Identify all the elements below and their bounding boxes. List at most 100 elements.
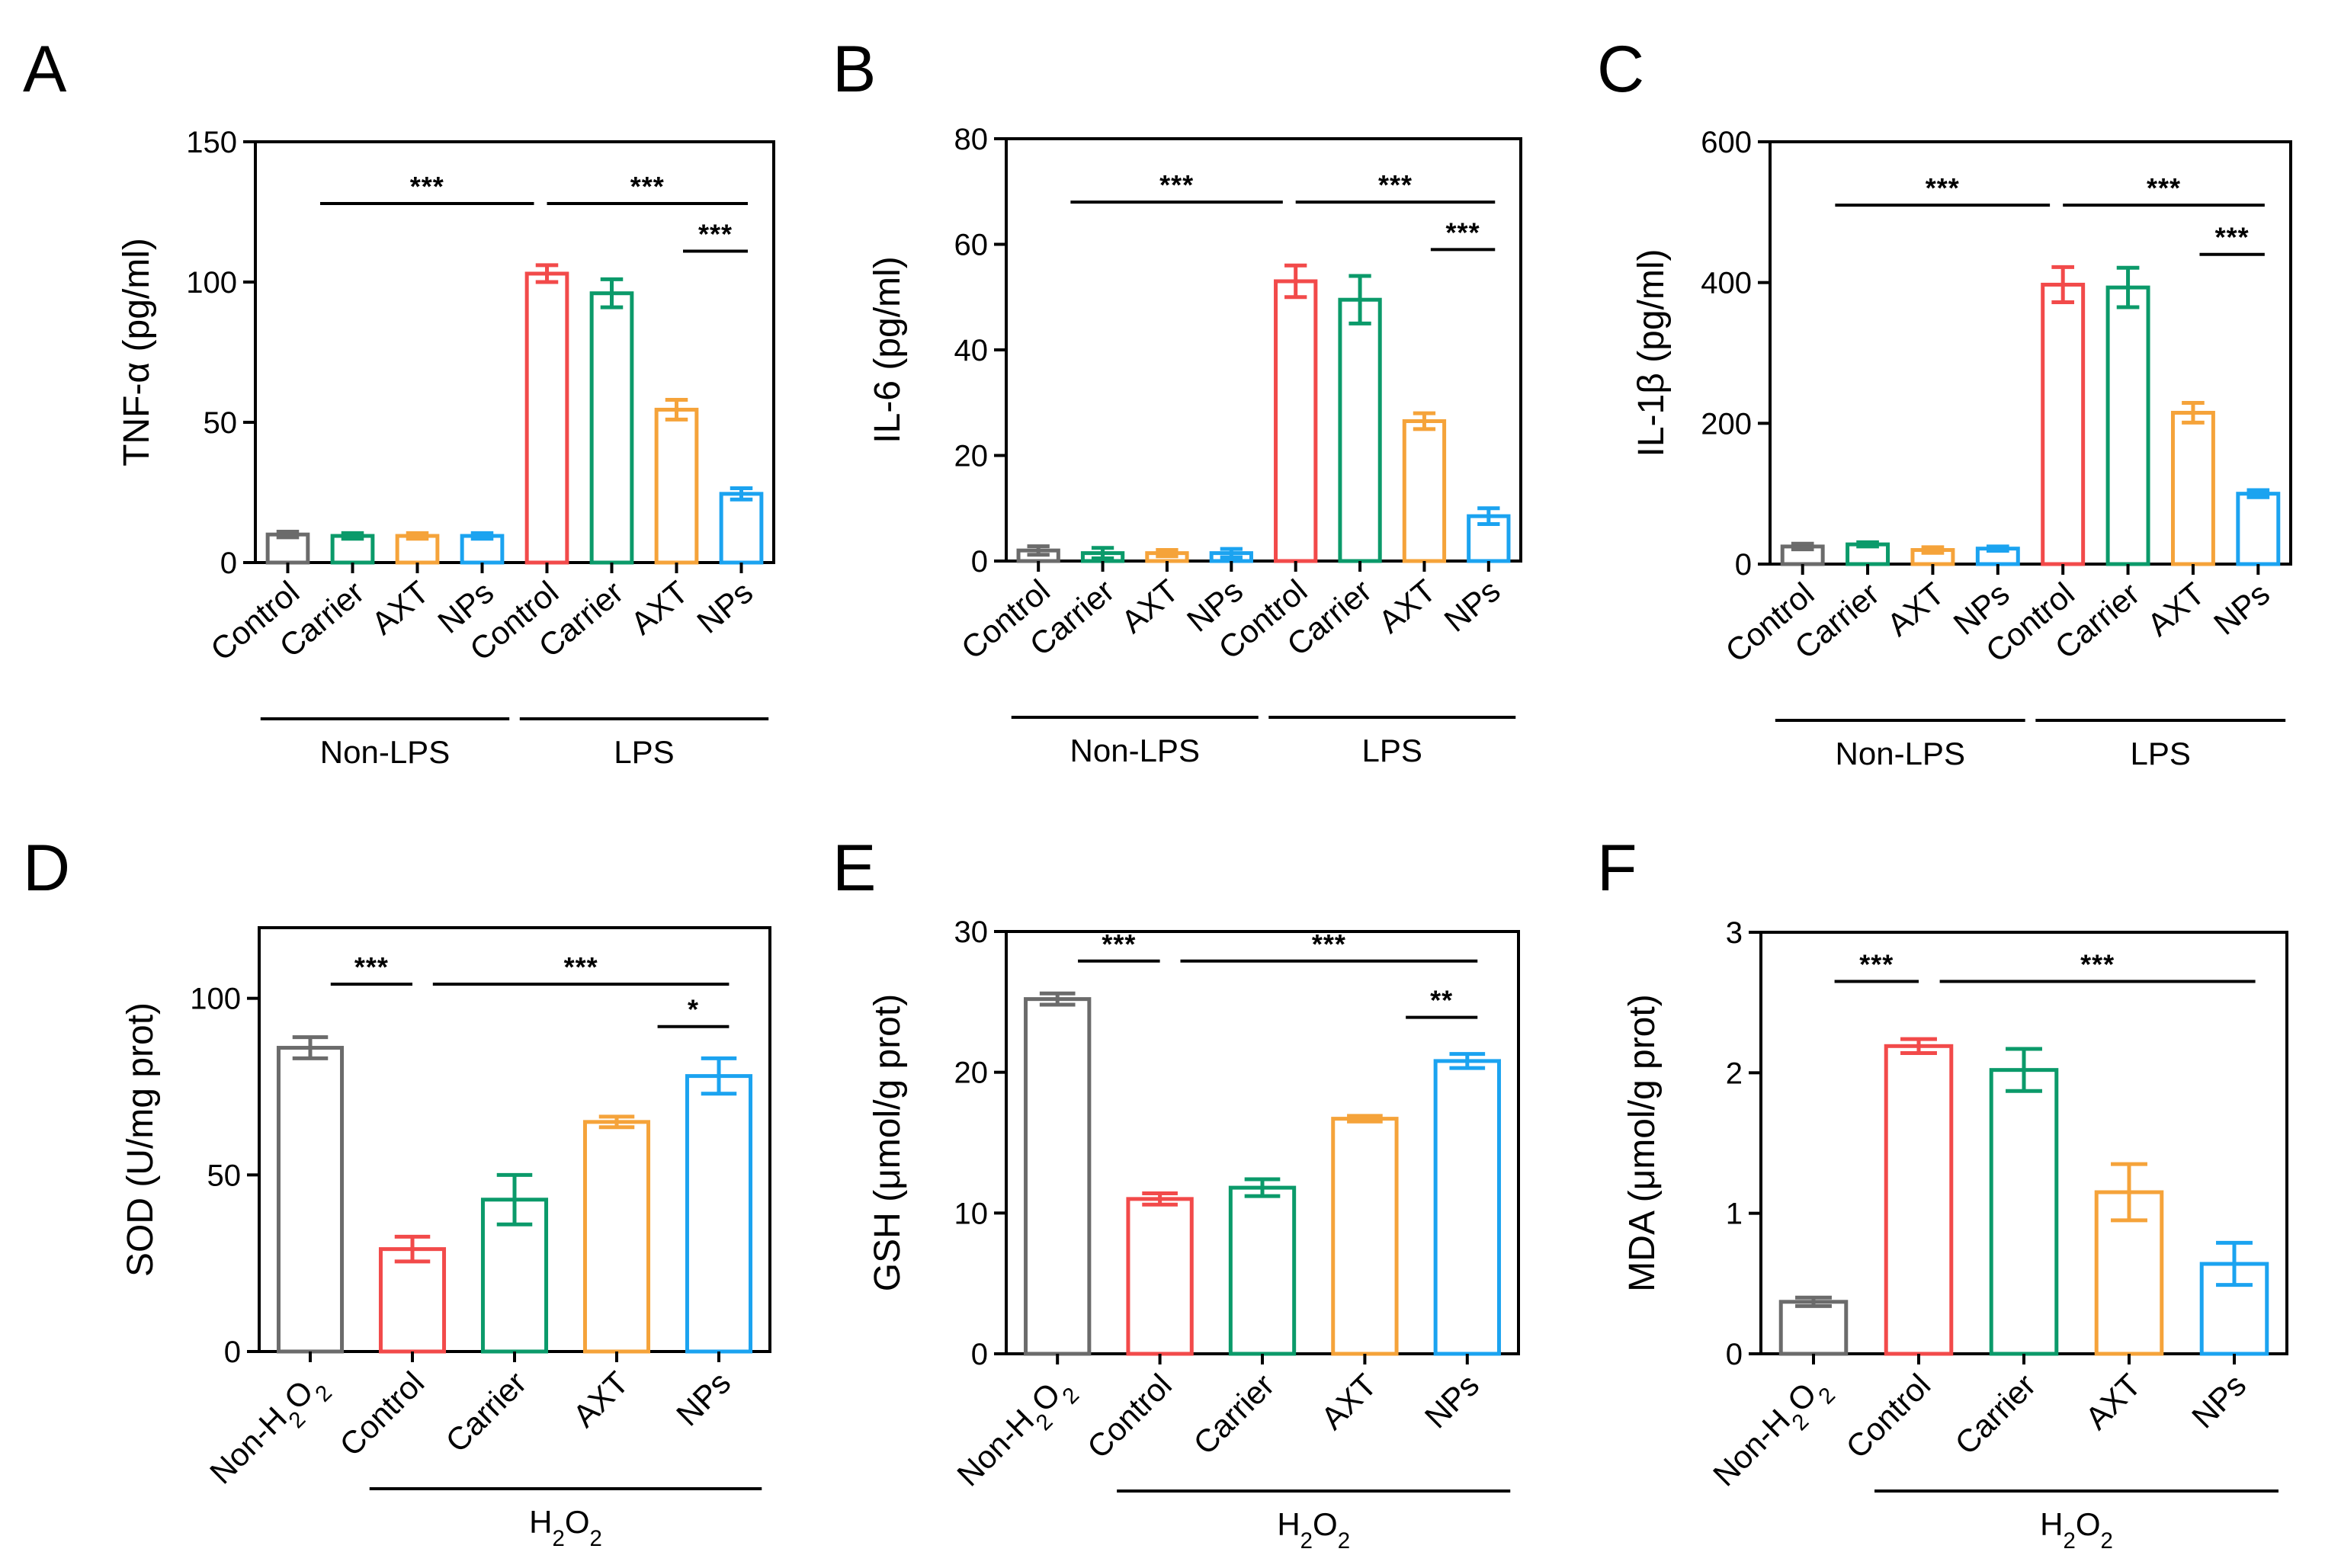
bar: [1228, 1185, 1297, 1356]
y-tick-label: 0: [971, 1338, 988, 1371]
bar: [2170, 410, 2215, 566]
group-label: H2O2: [2040, 1506, 2113, 1554]
x-tick-label: AXT: [2141, 576, 2211, 643]
x-tick-label: AXT: [1880, 576, 1951, 643]
y-axis-label: MDA (μmol/g prot): [1622, 994, 1663, 1291]
group-label: Non-LPS: [1070, 733, 1200, 768]
bar: [2236, 492, 2281, 566]
x-tick-label: Control: [1080, 1367, 1179, 1465]
bar: [1884, 1044, 1954, 1356]
y-tick-label: 100: [190, 983, 241, 1016]
x-tick-label: AXT: [1114, 572, 1185, 640]
x-tick-label: Control: [1839, 1367, 1937, 1465]
significance-label: ***: [1926, 172, 1960, 204]
panel-e: E 0 10 20 30 GSH (μmol/g prot) Non-H2O2Control…: [832, 832, 1520, 1554]
significance-label: ***: [1859, 949, 1894, 980]
y-tick-label: 20: [954, 440, 989, 473]
group-label: Non-LPS: [320, 734, 450, 770]
y-tick-label: 150: [186, 126, 237, 159]
y-tick-label: 600: [1701, 126, 1752, 159]
significance-label: ***: [698, 219, 733, 250]
x-tick-label: AXT: [624, 574, 694, 642]
x-tick-label: NPs: [1418, 1367, 1486, 1435]
bar: [1433, 1059, 1501, 1356]
x-tick-label: Carrier: [1948, 1367, 2042, 1461]
bar: [2105, 285, 2150, 566]
group-label: H2O2: [1277, 1506, 1350, 1554]
bar: [1778, 1300, 1849, 1356]
y-tick-label: 0: [224, 1336, 241, 1369]
y-tick-label: 0: [1726, 1338, 1743, 1371]
y-tick-label: 10: [954, 1197, 989, 1230]
x-tick-label: NPs: [1438, 572, 1507, 639]
panel-letter: D: [23, 832, 70, 905]
x-tick-label: NPs: [690, 574, 759, 640]
group-label: LPS: [614, 734, 674, 770]
significance-label: ***: [564, 951, 598, 983]
y-tick-label: 100: [186, 266, 237, 300]
significance-label: ***: [2080, 949, 2115, 980]
panel-letter: E: [832, 832, 876, 905]
y-tick-label: 400: [1701, 267, 1752, 300]
y-tick-label: 20: [954, 1057, 989, 1090]
group-label: Non-LPS: [1836, 736, 1965, 771]
y-tick-label: 50: [204, 406, 238, 440]
significance-label: ***: [1312, 928, 1346, 960]
panel-letter: F: [1597, 832, 1637, 905]
bar: [1989, 1068, 2059, 1356]
bar: [1331, 1117, 1399, 1356]
panel-letter: A: [23, 33, 67, 106]
significance-label: ***: [354, 951, 389, 983]
significance-label: ***: [2215, 222, 2250, 253]
significance-label: ***: [1446, 216, 1480, 248]
x-tick-label: NPs: [2207, 576, 2276, 642]
significance-label: ***: [410, 171, 444, 202]
significance-label: ***: [1378, 169, 1413, 200]
x-tick-label: Carrier: [1186, 1367, 1281, 1461]
x-tick-label: AXT: [2078, 1367, 2147, 1436]
x-tick-label: Non-H2O2: [1706, 1367, 1840, 1501]
significance-label: ***: [1159, 169, 1194, 200]
panel-letter: B: [832, 33, 876, 106]
bar: [524, 271, 569, 565]
bar: [685, 1074, 753, 1354]
bar: [1024, 997, 1092, 1356]
bar: [2041, 282, 2086, 566]
bar: [1126, 1197, 1194, 1356]
group-label: H2O2: [529, 1504, 602, 1551]
x-tick-label: AXT: [364, 574, 435, 642]
group-label: LPS: [2131, 736, 2191, 771]
significance-label: ***: [1102, 928, 1136, 960]
y-axis-label: IL-1β (pg/ml): [1631, 249, 1672, 457]
y-tick-label: 60: [954, 229, 989, 262]
y-tick-label: 1: [1726, 1198, 1743, 1231]
y-tick-label: 0: [1735, 548, 1752, 582]
y-tick-label: 80: [954, 123, 989, 156]
x-tick-label: Non-H2O2: [950, 1367, 1084, 1501]
y-tick-label: 3: [1726, 916, 1743, 950]
bar: [378, 1247, 447, 1354]
panel-letter: C: [1597, 33, 1644, 106]
bar: [719, 492, 764, 565]
x-tick-label: NPs: [669, 1364, 737, 1432]
plot-frame: [254, 140, 775, 564]
significance-label: *: [688, 994, 699, 1025]
significance-label: **: [1430, 985, 1453, 1016]
group-label: LPS: [1362, 733, 1422, 768]
bar: [582, 1120, 651, 1354]
y-tick-label: 40: [954, 334, 989, 367]
x-tick-label: AXT: [1371, 572, 1442, 640]
y-tick-label: 50: [207, 1159, 242, 1192]
y-tick-label: 30: [954, 915, 989, 949]
plot-frame: [1769, 140, 2292, 566]
x-tick-label: AXT: [1314, 1367, 1384, 1436]
bar: [276, 1046, 345, 1354]
bar: [654, 407, 699, 565]
y-axis-label: IL-6 (pg/ml): [867, 256, 908, 443]
